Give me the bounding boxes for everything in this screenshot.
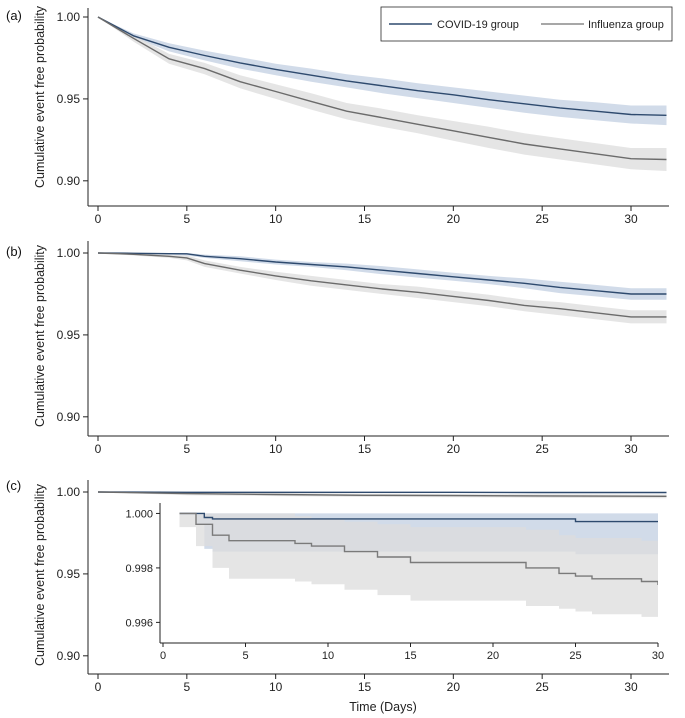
x-tick-label: 0: [95, 680, 102, 694]
x-tick-label: 20: [447, 212, 461, 226]
y-tick-label: 1.00: [57, 485, 81, 499]
x-tick-label: 5: [183, 680, 190, 694]
series-line-influenza: [97, 491, 667, 497]
x-tick-label: 5: [183, 212, 190, 226]
y-tick-label: 0.90: [57, 174, 81, 188]
x-tick-label: 20: [447, 680, 461, 694]
y-tick-label: 1.000: [125, 508, 153, 520]
plot-area: [179, 512, 658, 620]
legend-covid-label: COVID-19 group: [437, 19, 519, 31]
panel-a: 0 5 10 15 20 25 30 0.90 0.95 1.00: [57, 8, 669, 226]
x-tick-label: 20: [447, 442, 461, 456]
x-tick-label: 15: [358, 680, 372, 694]
x-tick-label: 5: [242, 650, 248, 662]
y-tick-label: 1.00: [57, 10, 81, 24]
x-tick-label: 0: [95, 212, 102, 226]
x-tick-label: 25: [535, 442, 549, 456]
y-tick-label: 0.90: [57, 649, 81, 663]
x-tick-label: 10: [269, 680, 283, 694]
x-tick-label: 10: [269, 212, 283, 226]
plot-area: [97, 16, 667, 171]
series-line-covid: [97, 16, 667, 116]
y-tick-label: 0.90: [57, 410, 81, 424]
x-tick-label: 25: [569, 650, 581, 662]
series-line-influenza: [97, 16, 667, 161]
y-tick-label: 0.95: [57, 92, 81, 106]
ci-band-covid: [98, 253, 667, 300]
x-tick-label: 30: [652, 650, 664, 662]
panel-a-ylabel: Cumulative event free probability: [33, 5, 47, 188]
y-tick-label: 0.998: [125, 563, 153, 575]
panel-b-label: (b): [6, 244, 22, 259]
y-tick-label: 0.996: [125, 617, 153, 629]
x-tick-label: 30: [624, 212, 638, 226]
x-tick-label: 15: [358, 442, 372, 456]
panel-c: 0 5 10 15 20 25 30 0.90 0.95 1.00: [57, 480, 669, 694]
x-tick-label: 10: [269, 442, 283, 456]
panel-c-label: (c): [6, 478, 21, 493]
x-tick-label: 15: [358, 212, 372, 226]
series-line-influenza: [179, 512, 658, 585]
x-tick-label: 15: [404, 650, 416, 662]
panel-c-inset: 0 5 10 15 20 25 30 0.996 0.998 1.000: [125, 503, 664, 662]
panel-a-label: (a): [6, 8, 22, 23]
series-line-covid: [179, 512, 658, 523]
x-tick-label: 0: [160, 650, 166, 662]
x-tick-label: 30: [624, 680, 638, 694]
x-tick-label: 30: [624, 442, 638, 456]
y-tick-label: 0.95: [57, 328, 81, 342]
x-tick-label: 10: [322, 650, 334, 662]
legend: COVID-19 group Influenza group: [380, 6, 673, 42]
panel-b: 0 5 10 15 20 25 30 0.90 0.95 1.00: [57, 241, 669, 456]
ci-band-influenza: [179, 513, 658, 620]
x-tick-label: 0: [95, 442, 102, 456]
series-line-covid: [97, 491, 667, 494]
plot-area: [97, 252, 667, 324]
series-line-influenza: [97, 252, 667, 318]
y-tick-label: 0.95: [57, 567, 81, 581]
y-tick-label: 1.00: [57, 246, 81, 260]
plot-area: [97, 491, 667, 499]
panel-b-ylabel: Cumulative event free probability: [33, 244, 47, 427]
legend-influenza-label: Influenza group: [588, 19, 664, 31]
series-line-covid: [97, 252, 667, 295]
panel-c-ylabel: Cumulative event free probability: [33, 483, 47, 666]
x-tick-label: 25: [535, 212, 549, 226]
x-tick-label: 5: [183, 442, 190, 456]
panel-c-xlabel: Time (Days): [349, 700, 417, 714]
ci-band-covid: [98, 17, 667, 126]
x-tick-label: 20: [487, 650, 499, 662]
x-tick-label: 25: [535, 680, 549, 694]
